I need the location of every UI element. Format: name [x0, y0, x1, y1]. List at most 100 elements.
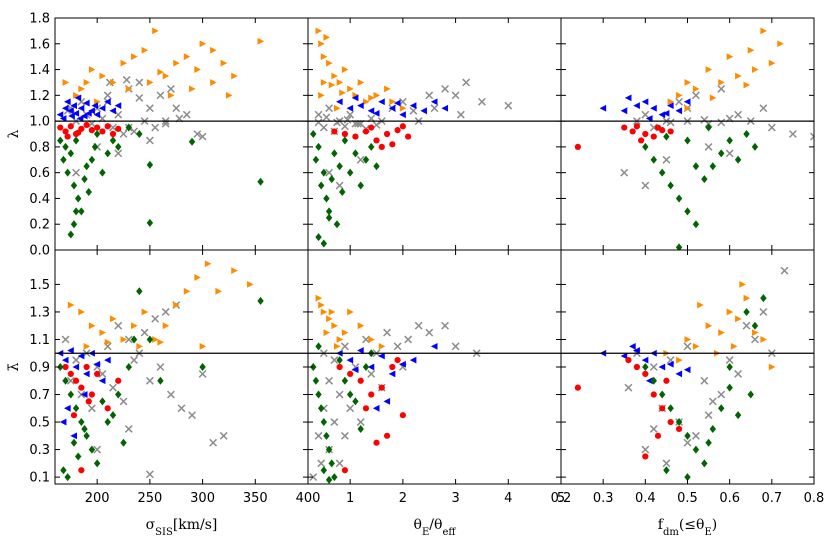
panel-r1-c0-green-point-4	[78, 418, 85, 427]
panel-r0-c2-green-point-14	[684, 136, 691, 145]
panel-r0-c0-grey-point-32-stroke-b	[122, 75, 131, 84]
panel-r1-c0-red-point-5	[88, 391, 95, 398]
row1-ytick-label-0: 0.1	[29, 471, 50, 486]
panel-r0-c0-orange-point-24	[210, 79, 217, 86]
row0-ytick-label-3: 0.6	[29, 166, 50, 181]
col2-xtick-label-5: 0.7	[761, 491, 782, 506]
panel-r0-c0-grey-point-26	[72, 168, 81, 177]
panel-r1-c0-blue-point-10	[59, 418, 67, 426]
panel-r1-c2-grey-point-5-stroke-b	[717, 390, 726, 399]
panel-r0-c0-orange-point-14	[210, 46, 217, 54]
panel-r0-c1-grey-point-26	[430, 104, 439, 113]
panel-r1-c2-green-point-8	[709, 424, 716, 433]
panel-r1-c1-green-point-8	[331, 473, 338, 482]
panel-r1-c2-green-point-11	[734, 411, 742, 420]
xlabel-part: /θ	[429, 517, 442, 533]
panel-r1-c1	[309, 294, 481, 484]
panel-r0-c2-green-point-6	[692, 220, 700, 229]
panel-r1-c1-red-point-9	[394, 357, 401, 364]
panel-r0-c1-green-point-16	[362, 155, 370, 164]
panel-r0-c1-blue-point-1	[346, 104, 354, 112]
panel-r1-c0-series-blue	[56, 347, 111, 440]
panel-r0-c0-grey-point-14-stroke-b	[119, 130, 128, 138]
panel-r0-c0-orange-point-12	[194, 66, 201, 73]
panel-r1-c0-green-point-23	[120, 438, 127, 447]
panel-r0-c1-red-point-11	[378, 143, 385, 150]
panel-r1-c0-green-point-17	[64, 473, 71, 482]
panel-r0-c2-grey-point-16	[641, 181, 650, 190]
panel-r1-c0-green-point-9	[115, 390, 122, 399]
xlabel-part: )	[712, 517, 717, 533]
panel-r1-c1-grey-point-16-stroke-b	[346, 404, 355, 413]
panel-r0-c0-orange-point-1	[78, 85, 85, 93]
row1-ylabel: λ̄	[6, 362, 22, 371]
row0-ytick-label-4: 0.8	[29, 140, 50, 155]
panel-r0-c2-grey-point-14	[759, 104, 768, 113]
panel-r1-c0-grey-point-13-stroke-b	[198, 369, 207, 378]
panel-r1-c2-red-point-8	[642, 453, 649, 460]
panel-r1-c0-green-point-21	[99, 397, 106, 406]
panel-r0-c0-grey-point-8-stroke-b	[156, 91, 165, 100]
panel-r1-c2-grey-point-9-stroke-b	[780, 266, 789, 275]
panel-r1-c2-orange-point-15	[739, 281, 746, 288]
panel-r0-c1-green-point-20	[320, 239, 328, 248]
col1-xtick-label-2: 3	[451, 491, 459, 506]
row1-ytick-label-4: 0.9	[29, 361, 50, 376]
panel-r0-c0-grey-point-35	[198, 132, 207, 141]
panel-r1-c0-grey-point-20	[109, 383, 117, 392]
panel-r1-c2-grey-point-13-stroke-b	[708, 397, 717, 406]
panel-r0-c2-grey-point-6-stroke-b	[767, 123, 776, 132]
panel-r0-c1-red-point-8	[368, 124, 375, 131]
col2-xtick-label-6: 0.8	[804, 491, 825, 506]
panel-r0-c0-grey-point-15-stroke-b	[130, 127, 138, 136]
panel-r0-c0-green-point-27	[72, 207, 80, 216]
panel-r0-c0-green-point-17	[109, 136, 117, 145]
panel-r1-c0-orange-point-6	[131, 322, 138, 330]
panel-r1-c0-grey-point-11	[177, 404, 186, 413]
xlabel-subscript: dm	[663, 527, 679, 538]
panel-r1-c1-grey-point-23	[330, 418, 339, 426]
panel-r1-c0-red-point-11	[85, 398, 92, 405]
panel-r0-c1-green-point-11	[339, 188, 346, 196]
panel-r0-c0-frame	[54, 17, 309, 251]
panel-r0-c2-red-point-7	[667, 128, 674, 135]
panel-r1-c2-green-point-19	[747, 390, 754, 399]
panel-r1-c2-grey-point-14-stroke-b	[641, 445, 650, 454]
col2-xtick-label-4: 0.6	[719, 491, 740, 506]
panel-r1-c2-grey-point-19	[742, 321, 751, 330]
panel-r1-c0-grey-point-18-stroke-b	[87, 404, 96, 413]
panel-r1-c1-red-point-11	[362, 405, 370, 412]
panel-r1-c0-blue-point-3	[72, 363, 80, 371]
panel-r1-c1-orange-point-8	[368, 336, 375, 343]
panel-r0-c2-grey-point-11	[692, 91, 700, 100]
row0-ytick-label-9: 1.8	[29, 12, 50, 27]
row1-ytick-label-3: 0.7	[29, 388, 50, 403]
panel-r0-c2-green-point-2	[659, 168, 666, 177]
panel-r0-c0-green-point-5	[70, 181, 78, 190]
panel-r1-c0-green-point-3	[72, 404, 80, 413]
panel-r1-c2-blue-point-10	[645, 377, 653, 385]
panel-r0-c2-red-point-3	[633, 123, 641, 130]
panel-r0-c1-green-point-13	[346, 168, 354, 177]
panel-r1-c0-grey-point-25-stroke-b	[161, 308, 170, 316]
panel-r1-c1-grey-point-12-stroke-b	[451, 342, 460, 351]
row0-ylabel: λ	[6, 129, 22, 138]
panel-r0-c1-blue-point-13	[394, 99, 401, 107]
panel-r0-c0-grey-point-8	[156, 91, 165, 100]
panel-r0-c0-blue-point-19	[76, 115, 84, 122]
panel-r0-c0-blue-point-12	[93, 111, 101, 119]
panel-r0-c0-green-point-14	[93, 130, 101, 138]
panel-r1-c2-red-point-9	[654, 432, 662, 439]
panel-r1-c2-grey-point-1-stroke-b	[649, 363, 658, 371]
col0-xtick-label-1: 250	[137, 491, 162, 506]
panel-r1-c2-grey-point-2-stroke-b	[666, 356, 675, 365]
panel-r0-c1-grey-point-1	[325, 104, 334, 113]
panel-r0-c2-orange-point-14	[743, 81, 751, 89]
panel-r1-c1-orange-point-3	[331, 322, 338, 330]
panel-r1-c0-orange-point-14	[215, 287, 222, 295]
panel-r1-c2-red-point-10	[663, 377, 670, 384]
panel-r1-c0-grey-point-13	[198, 369, 207, 378]
panel-r1-c2-grey-point-16-stroke-b	[683, 438, 692, 447]
panel-r0-c1-green-point-12	[341, 136, 349, 145]
